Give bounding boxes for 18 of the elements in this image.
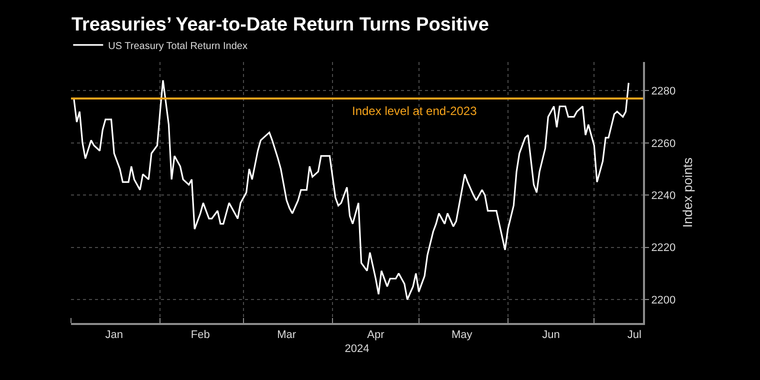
ref-line-label: Index level at end-2023 <box>352 104 478 118</box>
x-tick-label: Mar <box>277 329 296 342</box>
x-tick-label: Feb <box>190 329 210 342</box>
x-tick-label: May <box>452 329 473 342</box>
x-tick-label: Apr <box>367 329 385 342</box>
chart-title: Treasuries’ Year-to-Date Return Turns Positive <box>71 14 489 36</box>
y-tick-label: 2240 <box>651 190 676 202</box>
x-tick-label: Jan <box>105 329 123 342</box>
legend-label: US Treasury Total Return Index <box>108 40 248 52</box>
x-tick-label: Jul <box>627 329 642 342</box>
y-tick-label: 2220 <box>651 242 676 254</box>
y-tick-label: 2200 <box>651 294 676 306</box>
y-axis-title: Index points <box>680 156 695 228</box>
x-axis-title: 2024 <box>344 342 370 355</box>
line-series <box>73 79 630 300</box>
x-tick-label: Jun <box>542 329 560 342</box>
y-tick-label: 2260 <box>651 138 676 150</box>
y-tick-label: 2280 <box>651 86 676 98</box>
